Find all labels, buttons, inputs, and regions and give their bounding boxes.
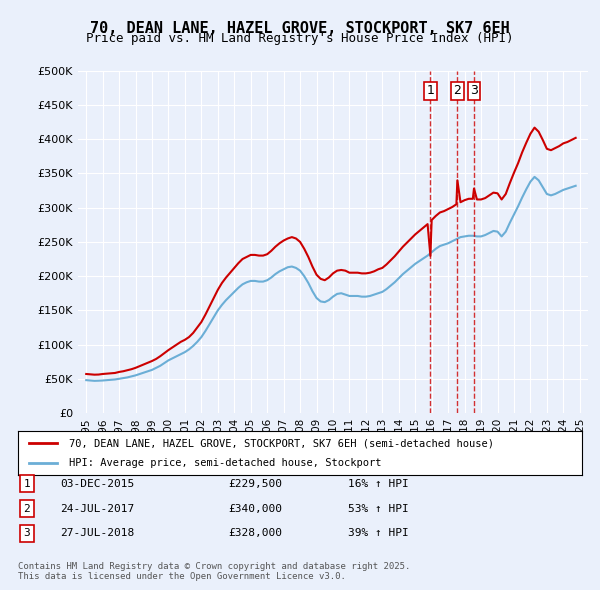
Text: £229,500: £229,500	[228, 479, 282, 489]
Text: 3: 3	[23, 529, 31, 538]
Text: 03-DEC-2015: 03-DEC-2015	[60, 479, 134, 489]
Text: 2: 2	[454, 84, 461, 97]
Text: 1: 1	[427, 84, 434, 97]
Text: £340,000: £340,000	[228, 504, 282, 513]
Text: Price paid vs. HM Land Registry's House Price Index (HPI): Price paid vs. HM Land Registry's House …	[86, 32, 514, 45]
Text: £328,000: £328,000	[228, 529, 282, 538]
Text: 24-JUL-2017: 24-JUL-2017	[60, 504, 134, 513]
Text: HPI: Average price, semi-detached house, Stockport: HPI: Average price, semi-detached house,…	[69, 458, 381, 467]
Text: 3: 3	[470, 84, 478, 97]
Text: 70, DEAN LANE, HAZEL GROVE, STOCKPORT, SK7 6EH: 70, DEAN LANE, HAZEL GROVE, STOCKPORT, S…	[90, 21, 510, 35]
Text: 16% ↑ HPI: 16% ↑ HPI	[348, 479, 409, 489]
Text: 1: 1	[23, 479, 31, 489]
Text: 53% ↑ HPI: 53% ↑ HPI	[348, 504, 409, 513]
Text: 27-JUL-2018: 27-JUL-2018	[60, 529, 134, 538]
Text: 70, DEAN LANE, HAZEL GROVE, STOCKPORT, SK7 6EH (semi-detached house): 70, DEAN LANE, HAZEL GROVE, STOCKPORT, S…	[69, 438, 494, 448]
Text: 39% ↑ HPI: 39% ↑ HPI	[348, 529, 409, 538]
Text: 2: 2	[23, 504, 31, 513]
Text: Contains HM Land Registry data © Crown copyright and database right 2025.
This d: Contains HM Land Registry data © Crown c…	[18, 562, 410, 581]
